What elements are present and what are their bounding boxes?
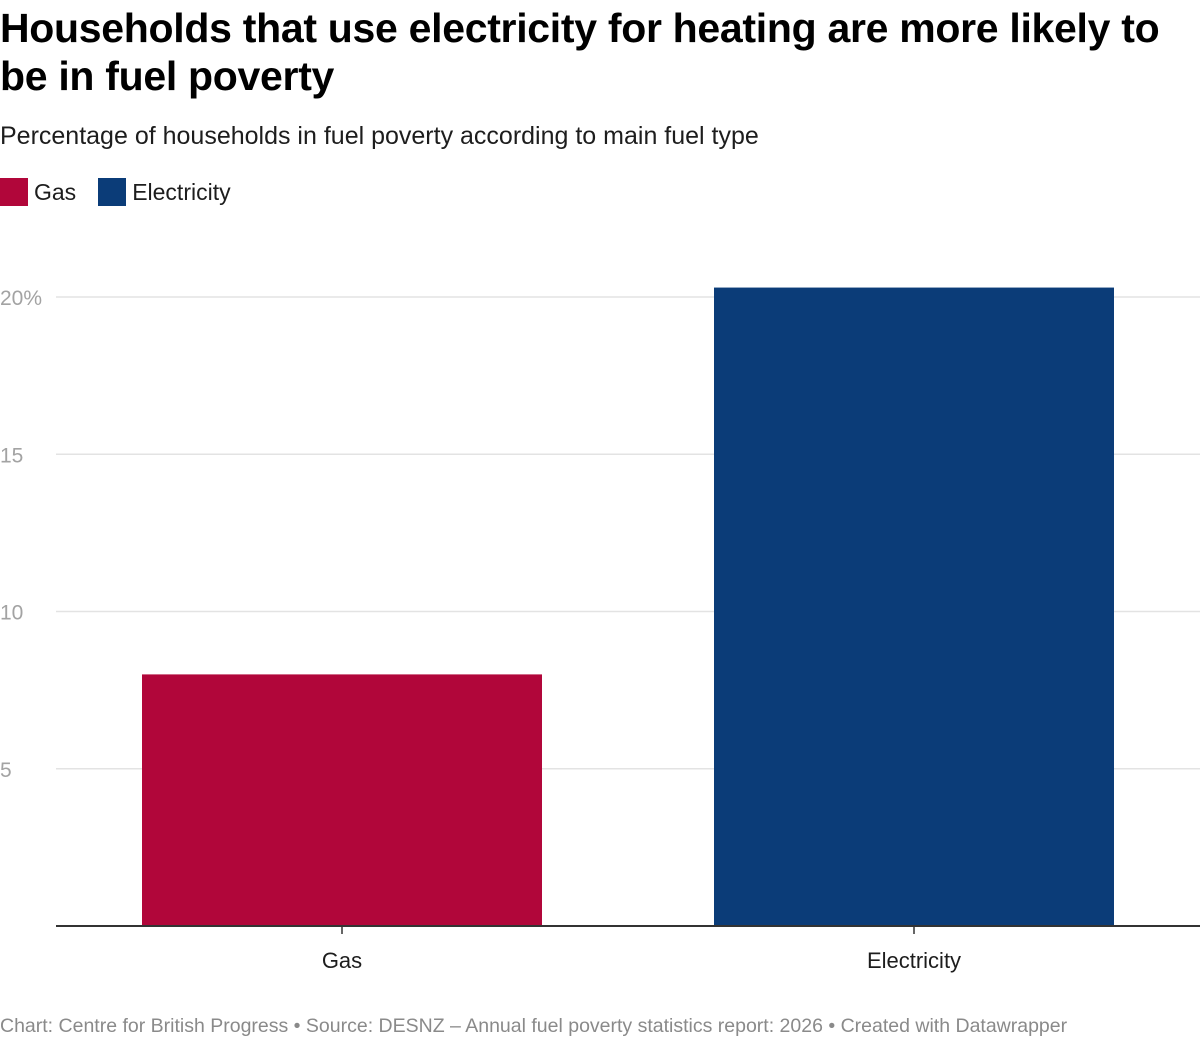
legend: Gas Electricity [0,178,253,206]
bar-electricity [714,287,1114,926]
y-tick-label: 20% [0,287,42,310]
legend-label-electricity: Electricity [132,179,231,205]
y-tick-label: 10 [0,602,23,625]
legend-label-gas: Gas [34,179,77,205]
chart-footer: Chart: Centre for British Progress • Sou… [0,1015,1068,1037]
chart-title: Households that use electricity for heat… [0,5,1160,99]
legend-swatch-gas [0,178,28,206]
y-tick-label: 15 [0,444,23,467]
legend-swatch-electricity [98,178,127,206]
legend-item-gas: Gas [0,178,76,206]
chart-subtitle: Percentage of households in fuel poverty… [0,122,759,150]
x-tick-label: Gas [322,948,362,973]
bars [142,287,1114,926]
legend-item-electricity: Electricity [98,178,231,206]
x-tick-label: Electricity [867,948,961,973]
y-tick-label: 5 [0,759,12,782]
bar-gas [142,674,542,926]
axes: Gas Electricity [56,925,1200,973]
